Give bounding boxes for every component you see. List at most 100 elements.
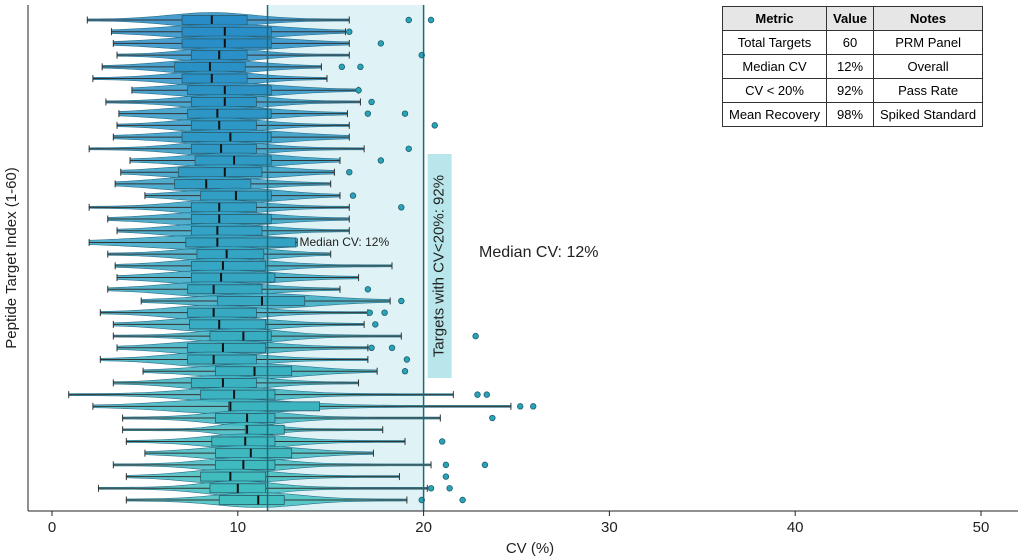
box: [174, 179, 252, 189]
box: [209, 331, 272, 341]
outlier: [489, 414, 496, 422]
box: [187, 342, 267, 353]
box: [190, 143, 257, 154]
table-header-cell: Metric: [721, 6, 828, 31]
table-cell: Spiked Standard: [873, 102, 984, 127]
table-header-row: Metric Value Notes: [721, 6, 984, 31]
outlier: [517, 403, 524, 410]
table-header-cell: Value: [826, 6, 875, 31]
table-cell: PRM Panel: [873, 30, 984, 55]
outlier: [474, 391, 481, 398]
outlier: [472, 332, 479, 340]
table-cell: 92%: [826, 78, 875, 103]
annotation: Median CV: 12%: [479, 244, 598, 261]
outlier: [530, 403, 537, 410]
outlier: [364, 110, 372, 117]
box: [218, 495, 285, 505]
box: [190, 120, 257, 131]
outlier: [481, 461, 489, 469]
x-tick-label: 30: [601, 519, 618, 536]
box: [244, 424, 285, 435]
outlier: [459, 496, 466, 504]
box: [185, 237, 296, 248]
x-tick-label: 40: [787, 519, 804, 536]
box: [181, 15, 248, 25]
table-row: Total Targets 60 PRM Panel: [721, 30, 984, 55]
box: [187, 354, 257, 365]
x-tick-label: 20: [415, 519, 432, 536]
outlier: [405, 145, 412, 152]
x-axis-label: CV (%): [506, 540, 554, 557]
outlier: [377, 40, 385, 47]
outlier: [427, 16, 435, 24]
table-cell: CV < 20%: [721, 78, 828, 103]
table-row: Median CV 12% Overall: [721, 54, 984, 79]
outlier: [446, 485, 453, 492]
outlier: [357, 63, 364, 71]
table-cell: Mean Recovery: [721, 102, 828, 127]
median-label: Median CV: 12%: [300, 235, 390, 249]
table-cell: Median CV: [721, 54, 828, 79]
outlier: [398, 297, 405, 305]
threshold-label: Targets with CV<20%: 92%: [431, 175, 448, 357]
box: [187, 307, 257, 318]
box: [211, 436, 276, 447]
box: [189, 319, 267, 330]
table-header-cell: Notes: [873, 6, 984, 31]
outlier: [403, 356, 411, 363]
box: [196, 249, 265, 260]
table-cell: 12%: [826, 54, 875, 79]
table-cell: Overall: [873, 54, 984, 79]
outlier: [372, 321, 379, 328]
table-row: Mean Recovery 98% Spiked Standard: [721, 102, 984, 127]
box: [228, 401, 320, 412]
table-cell: 60: [826, 30, 875, 55]
box: [190, 272, 276, 283]
box: [200, 389, 276, 400]
box: [215, 448, 293, 459]
outlier: [381, 309, 388, 316]
box: [215, 413, 276, 423]
outlier: [364, 286, 372, 293]
outlier: [388, 344, 396, 352]
outlier: [438, 438, 446, 445]
table-cell: 98%: [826, 102, 875, 127]
outlier: [401, 368, 409, 375]
outlier: [442, 473, 450, 480]
outlier: [355, 87, 362, 94]
outlier: [483, 391, 490, 398]
x-tick-label: 10: [229, 519, 246, 536]
box: [181, 73, 248, 84]
outlier: [431, 122, 438, 129]
box: [190, 214, 272, 224]
outlier: [368, 98, 375, 106]
table-cell: Total Targets: [721, 30, 828, 55]
box: [215, 459, 276, 470]
y-axis-label: Peptide Target Index (1-60): [3, 167, 20, 349]
box: [187, 85, 272, 96]
box: [181, 132, 272, 142]
box: [181, 38, 272, 49]
outlier: [346, 168, 353, 176]
outlier: [442, 461, 450, 469]
outlier: [368, 344, 375, 352]
x-tick-label: 0: [48, 519, 56, 536]
outlier: [349, 192, 357, 199]
outlier: [405, 16, 412, 24]
pass-region: [267, 5, 424, 511]
outlier: [338, 63, 346, 71]
outlier: [377, 157, 385, 164]
box: [181, 26, 272, 37]
outlier: [401, 110, 409, 117]
table-cell: Pass Rate: [873, 78, 984, 103]
threshold-label-bg: [427, 154, 452, 378]
outlier: [427, 485, 435, 492]
box: [187, 108, 272, 119]
box: [190, 260, 267, 271]
stats-table: Metric Value Notes Total Targets 60 PRM Panel…: [721, 6, 984, 127]
x-tick-label: 50: [973, 519, 990, 536]
box: [190, 202, 257, 213]
outlier: [346, 28, 353, 35]
